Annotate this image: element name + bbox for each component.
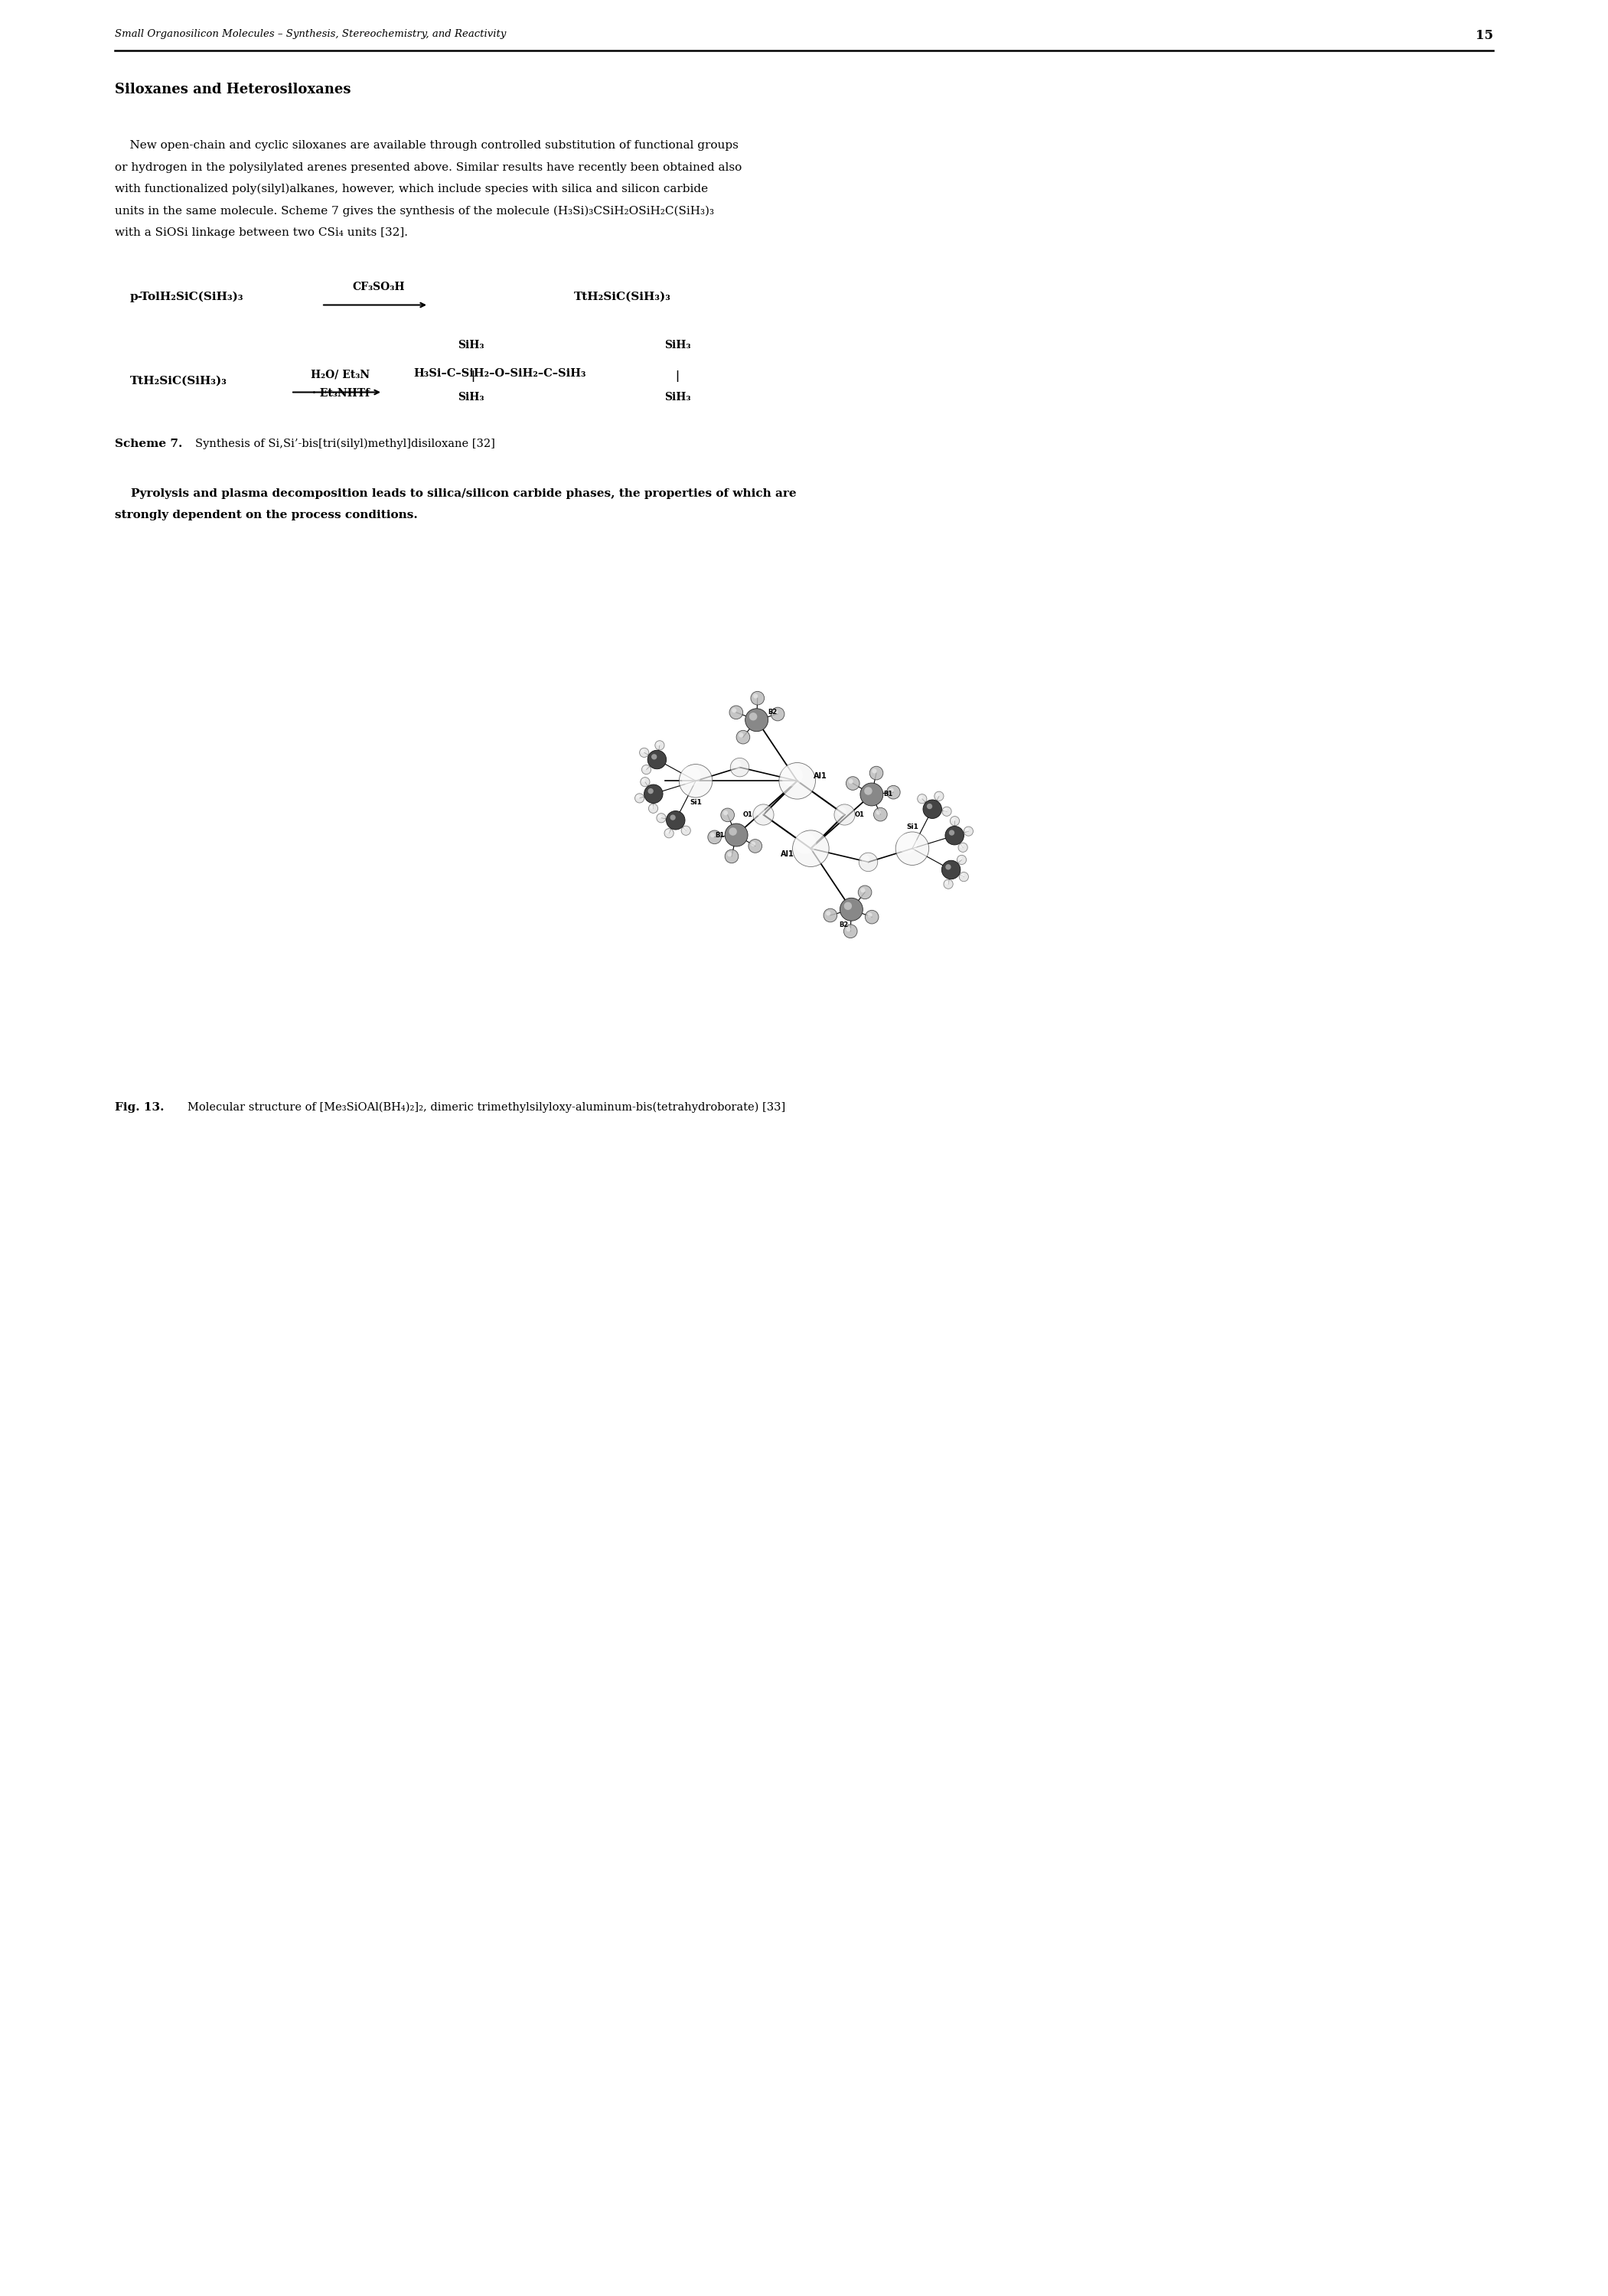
Text: p-TolH₂SiC(SiH₃)₃: p-TolH₂SiC(SiH₃)₃: [130, 292, 244, 303]
Text: 15: 15: [1476, 30, 1494, 41]
Text: |: |: [675, 370, 679, 381]
Text: TtH₂SiC(SiH₃)₃: TtH₂SiC(SiH₃)₃: [574, 292, 671, 303]
Text: Molecular structure of [Me₃SiOAl(BH₄)₂]₂, dimeric trimethylsilyloxy-aluminum-bis: Molecular structure of [Me₃SiOAl(BH₄)₂]₂…: [188, 1102, 785, 1114]
Text: Pyrolysis and plasma decomposition leads to silica/silicon carbide phases, the p: Pyrolysis and plasma decomposition leads…: [114, 489, 796, 498]
Text: Scheme 7.: Scheme 7.: [114, 439, 182, 450]
Text: SiH₃: SiH₃: [664, 340, 690, 351]
Text: SiH₃: SiH₃: [458, 393, 484, 402]
Text: units in the same molecule. Scheme 7 gives the synthesis of the molecule (H₃Si)₃: units in the same molecule. Scheme 7 giv…: [114, 207, 714, 216]
Text: with a SiOSi linkage between two CSi₄ units [32].: with a SiOSi linkage between two CSi₄ un…: [114, 227, 408, 239]
Text: H₃Si–C–SiH₂–O–SiH₂–C–SiH₃: H₃Si–C–SiH₂–O–SiH₂–C–SiH₃: [413, 367, 585, 379]
Text: Siloxanes and Heterosiloxanes: Siloxanes and Heterosiloxanes: [114, 83, 351, 96]
Text: TtH₂SiC(SiH₃)₃: TtH₂SiC(SiH₃)₃: [130, 377, 227, 386]
Text: H₂O/ Et₃N: H₂O/ Et₃N: [310, 370, 370, 381]
Text: SiH₃: SiH₃: [664, 393, 690, 402]
Text: |: |: [471, 370, 474, 381]
Text: CF₃SO₃H: CF₃SO₃H: [352, 282, 405, 292]
Text: Fig. 13.: Fig. 13.: [114, 1102, 164, 1114]
Text: with functionalized poly(silyl)alkanes, however, which include species with sili: with functionalized poly(silyl)alkanes, …: [114, 184, 708, 195]
Text: Small Organosilicon Molecules – Synthesis, Stereochemistry, and Reactivity: Small Organosilicon Molecules – Synthesi…: [114, 30, 507, 39]
Text: · Et₃NHTf: · Et₃NHTf: [312, 388, 370, 400]
Text: Synthesis of Si,Si’-bis[tri(silyl)methyl]disiloxane [32]: Synthesis of Si,Si’-bis[tri(silyl)methyl…: [195, 439, 495, 450]
Text: SiH₃: SiH₃: [458, 340, 484, 351]
Text: strongly dependent on the process conditions.: strongly dependent on the process condit…: [114, 510, 418, 521]
Text: New open-chain and cyclic siloxanes are available through controlled substitutio: New open-chain and cyclic siloxanes are …: [114, 140, 738, 152]
Text: or hydrogen in the polysilylated arenes presented above. Similar results have re: or hydrogen in the polysilylated arenes …: [114, 161, 741, 172]
